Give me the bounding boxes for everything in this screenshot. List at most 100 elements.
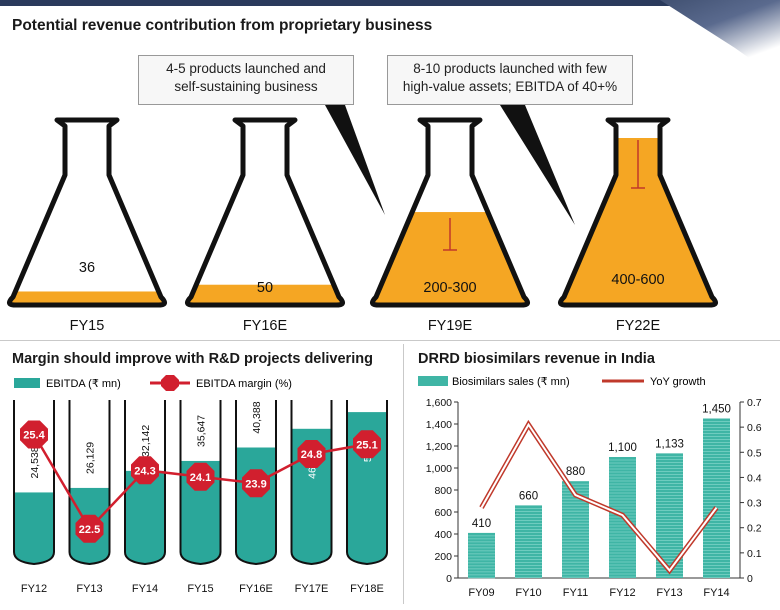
flask-value: 400-600 xyxy=(611,272,664,288)
right-tick-label: 0.6 xyxy=(747,422,762,434)
flask-value: 200-300 xyxy=(423,280,476,296)
ebitda-bar xyxy=(14,492,54,564)
right-tick-label: 0.7 xyxy=(747,397,762,409)
flask-outline xyxy=(558,117,718,308)
ebitda-chart: EBITDA (₹ mn) EBITDA margin (%) 24,538 FY… xyxy=(13,375,388,595)
biosimilars-chart: Biosimilars sales (₹ mn) YoY growth 0 200… xyxy=(418,376,762,599)
left-tick-label: 1,400 xyxy=(426,419,452,431)
margin-marker xyxy=(20,420,48,449)
bio-value-label: 410 xyxy=(472,518,491,530)
ebitda-bar xyxy=(125,470,165,564)
section2-title: Margin should improve with R&D projects … xyxy=(12,351,373,367)
ebitda-value-label: 40,388 xyxy=(251,401,263,433)
bio-legend: Biosimilars sales (₹ mn) YoY growth xyxy=(418,376,706,388)
ebitda-legend: EBITDA (₹ mn) EBITDA margin (%) xyxy=(14,375,292,391)
bio-value-label: 1,133 xyxy=(655,438,684,450)
right-tick-label: 0.4 xyxy=(747,472,762,484)
margin-marker xyxy=(353,430,381,459)
callout-fy22e-line1: 8-10 products launched with few xyxy=(413,61,607,76)
section-divider xyxy=(0,340,780,341)
margin-value-label: 24.1 xyxy=(190,472,211,484)
left-tick-label: 1,600 xyxy=(426,397,452,409)
right-tick-label: 0.5 xyxy=(747,447,762,459)
ebitda-value-label: 24,538 xyxy=(29,446,41,478)
margin-value-label: 23.9 xyxy=(245,478,266,490)
flask-liquid xyxy=(187,284,343,305)
legend-bio-bar-swatch xyxy=(418,376,448,386)
ebitda-value-label: 26,129 xyxy=(85,442,97,474)
right-tick-label: 0.3 xyxy=(747,498,762,510)
margin-value-label: 24.3 xyxy=(134,465,155,477)
ebitda-value-label: 32,142 xyxy=(140,425,152,457)
bio-category-label: FY13 xyxy=(656,587,682,599)
left-tick-label: 1,200 xyxy=(426,441,452,453)
bio-category-label: FY14 xyxy=(703,587,729,599)
ebitda-value-label: 35,647 xyxy=(196,415,208,447)
section3-title: DRRD biosimilars revenue in India xyxy=(418,351,655,367)
ebitda-category-label: FY17E xyxy=(295,583,329,595)
flask-outline xyxy=(370,117,530,308)
legend-bar-label: EBITDA (₹ mn) xyxy=(46,378,121,390)
ebitda-category-label: FY13 xyxy=(76,583,102,595)
margin-value-label: 24.8 xyxy=(301,449,322,461)
flask-value: 50 xyxy=(257,280,273,296)
left-tick-label: 200 xyxy=(434,551,452,563)
callout-fy16e-line2: self-sustaining business xyxy=(174,79,318,94)
ebitda-category-label: FY16E xyxy=(239,583,273,595)
flask-label: FY22E xyxy=(616,318,661,334)
tube-outline xyxy=(13,400,55,566)
callout-pointer-1 xyxy=(325,105,385,215)
callout-pointer-2 xyxy=(500,105,575,225)
flask-outline xyxy=(7,117,167,308)
tube-outline xyxy=(179,400,222,566)
legend-line-label: EBITDA margin (%) xyxy=(196,378,292,390)
legend-octagon-marker xyxy=(161,375,179,391)
top-banner-strip xyxy=(0,0,780,6)
right-tick-label: 0.2 xyxy=(747,523,762,535)
margin-value-label: 25.1 xyxy=(356,439,377,451)
tube-outline xyxy=(68,400,111,566)
right-tick-label: 0.1 xyxy=(747,548,762,560)
ebitda-category-label: FY15 xyxy=(187,583,213,595)
left-tick-label: 800 xyxy=(434,485,452,497)
bio-bar xyxy=(703,418,730,578)
left-tick-label: 0 xyxy=(446,573,452,585)
legend-bar-swatch xyxy=(14,378,40,388)
bio-bar xyxy=(468,532,495,578)
callout-fy22e: 8-10 products launched with few high-val… xyxy=(387,55,633,105)
callout-fy16e-line1: 4-5 products launched and xyxy=(166,61,326,76)
right-tick-label: 0 xyxy=(747,573,753,585)
callout-fy22e-line2: high-value assets; EBITDA of 40+% xyxy=(402,79,618,94)
flask-liquid xyxy=(9,291,165,305)
section-vdivider xyxy=(403,344,404,604)
ebitda-bar xyxy=(236,447,276,564)
flask-label: FY19E xyxy=(428,318,473,334)
growth-line-inner xyxy=(480,422,718,573)
tube-outline xyxy=(124,400,166,566)
left-tick-label: 400 xyxy=(434,529,452,541)
flask-label: FY16E xyxy=(243,318,288,334)
left-tick-label: 600 xyxy=(434,507,452,519)
flask-value: 36 xyxy=(79,260,95,276)
bio-category-label: FY12 xyxy=(609,587,635,599)
flask-outline xyxy=(185,117,345,308)
bio-category-label: FY10 xyxy=(515,587,541,599)
margin-value-label: 25.4 xyxy=(23,430,45,442)
margin-marker xyxy=(186,462,215,491)
section1-title: Potential revenue contribution from prop… xyxy=(12,17,433,34)
legend-bio-bar-label: Biosimilars sales (₹ mn) xyxy=(452,376,570,388)
ebitda-category-label: FY12 xyxy=(21,583,47,595)
flask-chart: 36 FY15 50 FY16E 200-300 FY19E 400-600 FY22E xyxy=(7,105,718,334)
tube-outline xyxy=(235,400,277,566)
margin-marker xyxy=(242,469,270,498)
legend-bio-line-label: YoY growth xyxy=(650,376,706,388)
bio-value-label: 1,450 xyxy=(702,404,731,416)
bio-category-label: FY09 xyxy=(468,587,494,599)
bio-value-label: 880 xyxy=(566,466,585,478)
tube-outline xyxy=(290,400,333,566)
margin-marker xyxy=(131,456,159,485)
bio-value-label: 1,100 xyxy=(608,442,637,454)
margin-marker xyxy=(75,514,104,543)
margin-value-label: 22.5 xyxy=(79,524,100,536)
bio-value-label: 660 xyxy=(519,490,538,502)
